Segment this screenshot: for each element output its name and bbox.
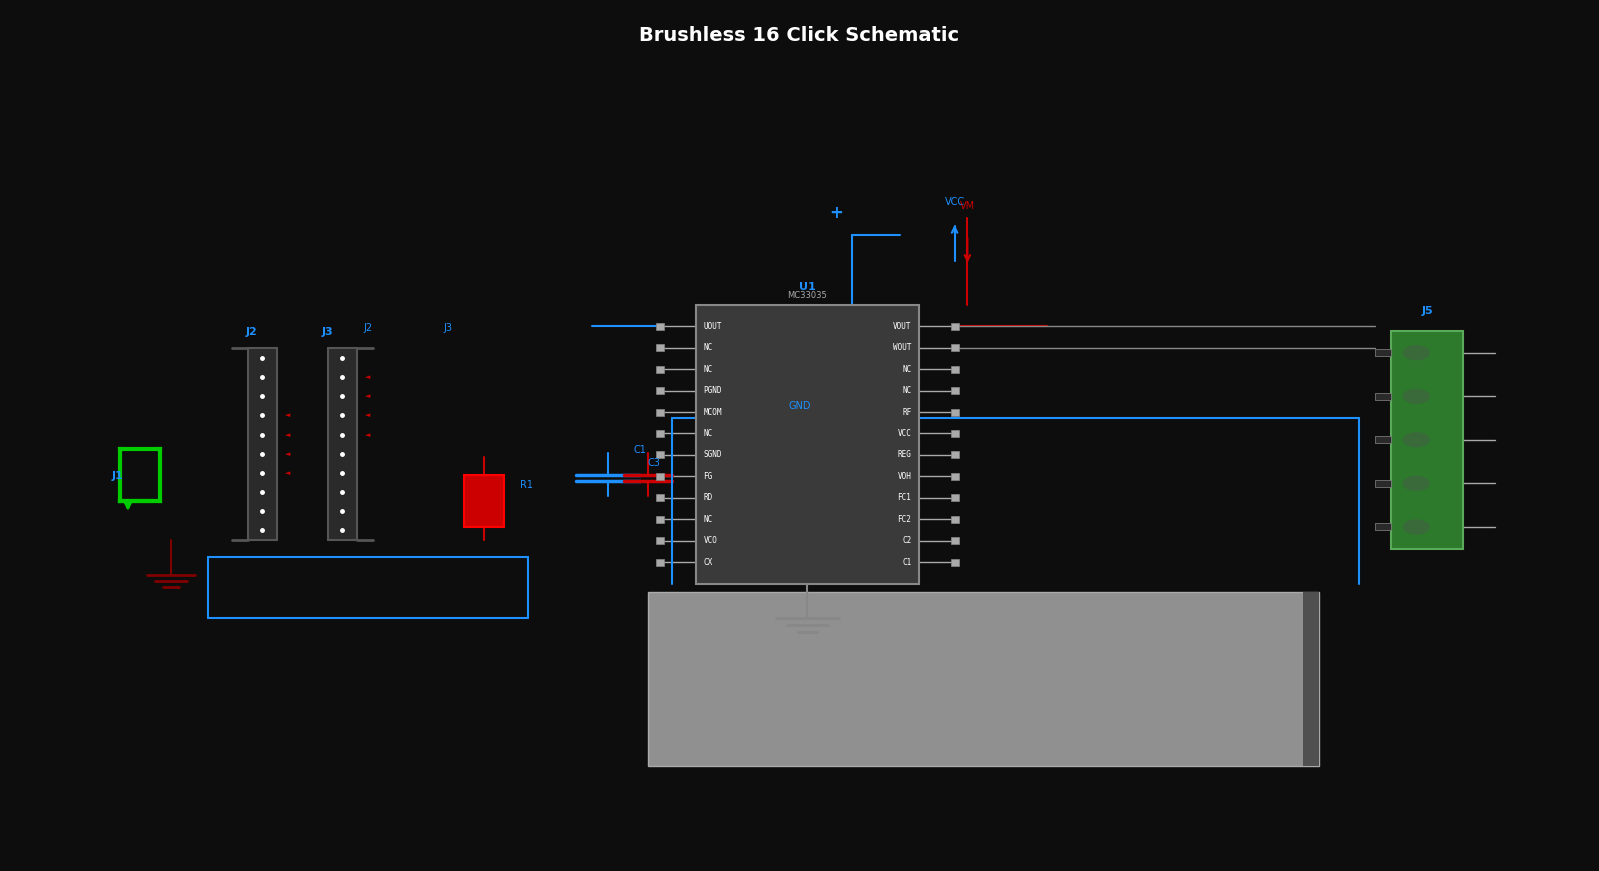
Bar xyxy=(656,366,664,373)
Text: CX: CX xyxy=(704,557,713,567)
Text: NC: NC xyxy=(704,515,713,523)
Text: ◄: ◄ xyxy=(365,394,369,399)
Bar xyxy=(656,451,664,458)
Text: FC2: FC2 xyxy=(897,515,911,523)
Bar xyxy=(656,323,664,330)
Bar xyxy=(656,558,664,565)
Text: R1: R1 xyxy=(520,480,532,490)
Text: NC: NC xyxy=(704,429,713,438)
Bar xyxy=(951,430,959,437)
Bar xyxy=(248,348,277,540)
Bar xyxy=(656,430,664,437)
Text: REG: REG xyxy=(897,450,911,459)
Bar xyxy=(656,537,664,544)
Bar xyxy=(951,366,959,373)
Bar xyxy=(1375,393,1391,400)
Bar xyxy=(1375,523,1391,530)
Bar xyxy=(951,451,959,458)
Bar xyxy=(1375,436,1391,443)
Text: NC: NC xyxy=(902,386,911,395)
Text: RD: RD xyxy=(704,493,713,503)
Text: ◄: ◄ xyxy=(285,413,289,418)
Bar xyxy=(951,323,959,330)
Bar xyxy=(951,516,959,523)
Text: NC: NC xyxy=(704,365,713,374)
Text: GND: GND xyxy=(788,402,811,411)
Text: RF: RF xyxy=(902,408,911,416)
Text: ◄: ◄ xyxy=(285,470,289,476)
Text: J3: J3 xyxy=(321,327,334,337)
Bar xyxy=(656,473,664,480)
Text: C3: C3 xyxy=(648,458,660,468)
Bar xyxy=(1375,349,1391,356)
Text: MC33035: MC33035 xyxy=(788,292,827,300)
Text: U1: U1 xyxy=(800,282,815,292)
Bar xyxy=(1375,480,1391,487)
Text: UOUT: UOUT xyxy=(704,321,723,331)
Bar xyxy=(951,537,959,544)
Text: C1: C1 xyxy=(633,445,646,455)
Text: VCO: VCO xyxy=(704,537,718,545)
Text: J1: J1 xyxy=(112,471,123,481)
Bar xyxy=(951,408,959,415)
Bar xyxy=(951,473,959,480)
Text: C2: C2 xyxy=(902,537,911,545)
Bar xyxy=(648,592,1319,766)
Text: ◄: ◄ xyxy=(365,375,369,380)
Bar xyxy=(656,408,664,415)
Bar xyxy=(464,475,504,527)
Text: NC: NC xyxy=(704,343,713,352)
Bar xyxy=(951,558,959,565)
Text: VOUT: VOUT xyxy=(892,321,911,331)
Text: Brushless 16 Click Schematic: Brushless 16 Click Schematic xyxy=(640,26,959,45)
Text: J2: J2 xyxy=(363,323,373,333)
Text: ◄: ◄ xyxy=(285,451,289,456)
Text: SGND: SGND xyxy=(704,450,723,459)
Bar xyxy=(656,516,664,523)
Bar xyxy=(951,344,959,351)
Circle shape xyxy=(1404,520,1430,534)
Text: +: + xyxy=(830,204,843,222)
Text: ◄: ◄ xyxy=(285,432,289,437)
Circle shape xyxy=(1404,433,1430,447)
Circle shape xyxy=(1404,476,1430,490)
Bar xyxy=(1391,331,1463,549)
Bar xyxy=(656,387,664,394)
Text: WOUT: WOUT xyxy=(892,343,911,352)
Bar xyxy=(656,495,664,502)
Bar xyxy=(328,348,357,540)
Text: VCC: VCC xyxy=(945,197,964,206)
Text: J5: J5 xyxy=(1422,306,1433,315)
Bar xyxy=(696,305,919,584)
Text: J3: J3 xyxy=(443,323,453,333)
Bar xyxy=(656,344,664,351)
Text: PGND: PGND xyxy=(704,386,723,395)
Bar xyxy=(1303,592,1319,766)
Bar xyxy=(951,387,959,394)
Text: FC1: FC1 xyxy=(897,493,911,503)
Text: FG: FG xyxy=(704,472,713,481)
Text: VOH: VOH xyxy=(897,472,911,481)
Text: NC: NC xyxy=(902,365,911,374)
Text: ◄: ◄ xyxy=(365,413,369,418)
Text: VM: VM xyxy=(959,201,975,211)
Text: MCOM: MCOM xyxy=(704,408,723,416)
Text: VCC: VCC xyxy=(897,429,911,438)
Circle shape xyxy=(1404,346,1430,360)
Text: C1: C1 xyxy=(902,557,911,567)
Text: ◄: ◄ xyxy=(365,432,369,437)
Bar xyxy=(951,495,959,502)
Circle shape xyxy=(1404,389,1430,403)
Text: J2: J2 xyxy=(245,327,257,337)
